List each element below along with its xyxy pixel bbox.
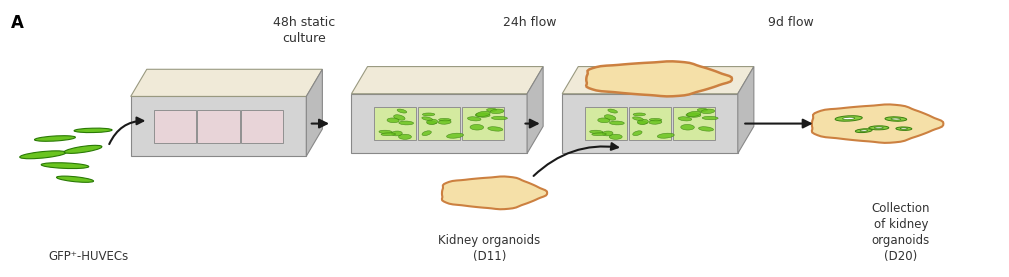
Ellipse shape: [701, 109, 714, 114]
Ellipse shape: [423, 113, 435, 116]
Bar: [673, 107, 715, 140]
Ellipse shape: [34, 136, 76, 141]
Ellipse shape: [487, 127, 502, 131]
Ellipse shape: [394, 115, 405, 120]
Ellipse shape: [604, 115, 615, 120]
Bar: [241, 110, 284, 143]
Ellipse shape: [686, 113, 701, 117]
Ellipse shape: [427, 121, 437, 124]
Ellipse shape: [602, 131, 613, 136]
Ellipse shape: [607, 109, 618, 113]
Ellipse shape: [467, 117, 481, 121]
Polygon shape: [351, 66, 543, 94]
Ellipse shape: [900, 128, 907, 129]
Text: 9d flow: 9d flow: [768, 16, 813, 29]
Text: GFP⁺-HUVECs: GFP⁺-HUVECs: [48, 250, 128, 263]
Ellipse shape: [74, 128, 112, 133]
Ellipse shape: [609, 121, 625, 125]
Text: Kidney organoids
(D11): Kidney organoids (D11): [438, 234, 541, 263]
Polygon shape: [131, 69, 322, 96]
Ellipse shape: [486, 108, 496, 111]
Ellipse shape: [490, 109, 503, 114]
Ellipse shape: [896, 127, 912, 130]
Bar: [351, 94, 527, 153]
Ellipse shape: [422, 117, 433, 120]
Bar: [562, 94, 738, 153]
Bar: [374, 107, 417, 140]
Ellipse shape: [20, 151, 67, 159]
Text: 48h static
culture: 48h static culture: [272, 16, 335, 45]
Polygon shape: [307, 69, 322, 156]
Ellipse shape: [399, 121, 414, 125]
Ellipse shape: [427, 119, 438, 124]
Ellipse shape: [843, 117, 855, 120]
Ellipse shape: [702, 116, 718, 120]
Ellipse shape: [476, 111, 490, 117]
Bar: [131, 96, 307, 156]
Ellipse shape: [633, 131, 642, 136]
Ellipse shape: [869, 126, 889, 130]
Ellipse shape: [379, 130, 393, 134]
Polygon shape: [812, 104, 943, 143]
Ellipse shape: [398, 109, 407, 113]
Ellipse shape: [597, 118, 609, 123]
Ellipse shape: [439, 118, 451, 121]
Ellipse shape: [835, 116, 863, 121]
Ellipse shape: [891, 118, 901, 120]
Polygon shape: [442, 176, 547, 209]
Ellipse shape: [678, 117, 692, 121]
Ellipse shape: [391, 131, 403, 136]
Ellipse shape: [698, 127, 713, 131]
Ellipse shape: [633, 117, 644, 120]
Ellipse shape: [638, 119, 649, 124]
Ellipse shape: [650, 118, 662, 121]
Bar: [198, 110, 239, 143]
Polygon shape: [562, 66, 754, 94]
Ellipse shape: [592, 133, 606, 136]
Ellipse shape: [687, 111, 701, 117]
Ellipse shape: [399, 134, 412, 139]
Bar: [462, 107, 504, 140]
Ellipse shape: [57, 176, 94, 182]
Ellipse shape: [681, 124, 694, 130]
Ellipse shape: [634, 113, 646, 116]
Polygon shape: [527, 66, 543, 153]
Bar: [418, 107, 460, 140]
Text: Collection
of kidney
organoids
(D20): Collection of kidney organoids (D20): [872, 202, 930, 263]
Ellipse shape: [697, 108, 707, 111]
Ellipse shape: [65, 145, 102, 153]
Ellipse shape: [470, 124, 483, 130]
Ellipse shape: [874, 127, 883, 129]
Ellipse shape: [856, 129, 872, 133]
Ellipse shape: [438, 120, 451, 124]
Text: 24h flow: 24h flow: [502, 16, 556, 29]
Bar: [629, 107, 671, 140]
Polygon shape: [586, 61, 732, 96]
Ellipse shape: [475, 113, 490, 117]
Bar: [585, 107, 628, 140]
Ellipse shape: [589, 130, 603, 134]
Ellipse shape: [885, 117, 907, 121]
Ellipse shape: [860, 130, 868, 132]
Ellipse shape: [447, 133, 463, 138]
Ellipse shape: [422, 131, 431, 136]
Ellipse shape: [387, 118, 400, 123]
Ellipse shape: [657, 133, 674, 138]
Ellipse shape: [638, 121, 648, 124]
Text: A: A: [11, 14, 23, 32]
Polygon shape: [738, 66, 754, 153]
Ellipse shape: [491, 116, 508, 120]
Ellipse shape: [41, 163, 89, 168]
Bar: [153, 110, 196, 143]
Ellipse shape: [649, 120, 662, 124]
Ellipse shape: [381, 133, 396, 136]
Ellipse shape: [609, 134, 623, 139]
